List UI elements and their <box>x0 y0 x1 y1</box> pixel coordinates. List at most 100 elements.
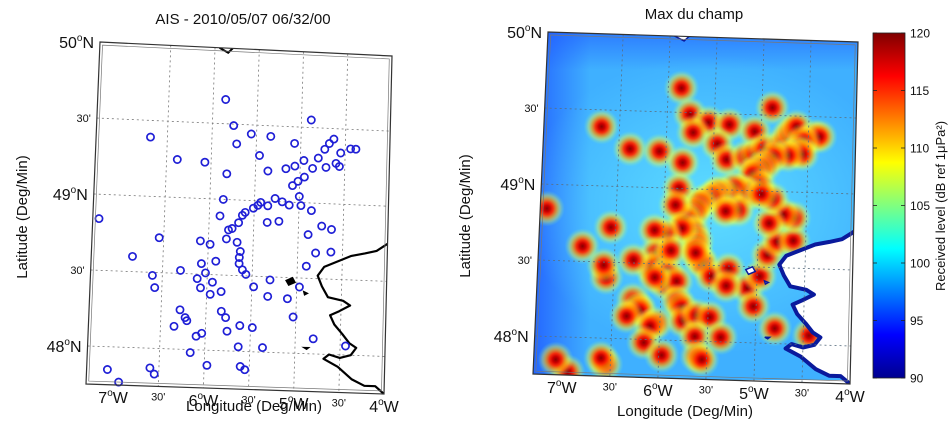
colorbar-ticks: 90 95 100 105 110 115 120 <box>873 27 930 386</box>
ship-point <box>234 218 244 228</box>
frame-outer <box>532 31 859 385</box>
noise-spot <box>583 108 620 145</box>
ship-point <box>191 331 201 341</box>
ship-point <box>182 316 192 326</box>
y-tick-label: 48oN <box>47 337 82 356</box>
ship-point <box>336 148 346 158</box>
ship-point <box>258 343 267 353</box>
ship-point <box>146 132 155 142</box>
ship-point <box>248 203 258 213</box>
y-tick-label: 49oN <box>53 185 88 204</box>
tick-degrees: 5 <box>279 396 288 413</box>
y-tick-label: 48oN <box>494 327 529 346</box>
ship-point <box>234 253 244 262</box>
colorbar-tick-label: 115 <box>910 84 929 98</box>
ship-point <box>277 197 287 207</box>
ship-point <box>308 163 318 173</box>
ship-point <box>299 156 309 165</box>
x-tick-label: 5oW <box>739 384 769 403</box>
ship-point <box>282 294 292 304</box>
grid-line-vertical <box>248 49 260 390</box>
ship-point <box>232 139 242 149</box>
tick-degrees: 48 <box>494 329 512 346</box>
tick-degree-symbol: o <box>518 175 524 186</box>
tick-degrees: 50 <box>507 25 525 42</box>
grid-line-vertical <box>609 34 624 377</box>
tick-hemisphere: W <box>561 380 577 397</box>
ship-point <box>262 217 272 227</box>
ship-point <box>169 321 179 331</box>
ship-point <box>351 144 361 154</box>
ship-point <box>211 256 221 266</box>
ship-point <box>341 341 350 351</box>
land-island-sein <box>764 336 772 340</box>
ship-point <box>154 233 164 243</box>
ship-point <box>205 289 215 299</box>
ship-point <box>201 268 210 278</box>
land-uk <box>674 32 691 42</box>
scatter-title: AIS - 2010/05/07 06/32/00 <box>155 11 330 28</box>
scatter-x-ticks: 7oW 30' 6oW 30' 5oW 30' 4oW <box>98 388 399 416</box>
noise-spot <box>708 267 745 304</box>
x-tick-label: 7oW <box>547 378 577 397</box>
tick-degrees: 6 <box>189 393 198 410</box>
ship-point <box>263 291 273 301</box>
noise-spot <box>756 310 793 347</box>
ship-point <box>247 323 257 333</box>
x-tick-label: 6oW <box>189 391 219 410</box>
ship-point <box>293 176 303 186</box>
ship-point <box>296 201 306 211</box>
ship-point <box>176 265 185 275</box>
ship-point <box>195 236 205 246</box>
y-tick-label: 49oN <box>500 175 535 194</box>
ship-point <box>235 321 245 331</box>
ship-point <box>196 259 206 269</box>
ship-point <box>241 269 251 279</box>
grid-line-horizontal <box>93 193 389 207</box>
ship-point <box>215 211 225 221</box>
ship-point <box>222 169 232 179</box>
tick-degrees: 4 <box>835 389 844 406</box>
grid-line-horizontal <box>544 107 857 119</box>
ship-point <box>288 312 298 322</box>
land-brittany <box>777 222 858 384</box>
tick-degree-symbol: o <box>71 185 77 196</box>
tick-hemisphere: W <box>384 399 400 416</box>
ship-point <box>222 326 232 336</box>
tick-degrees: 7 <box>98 390 107 407</box>
scatter-points <box>94 95 361 387</box>
ship-point <box>306 206 316 216</box>
noise-spot <box>707 193 744 230</box>
ship-point <box>240 365 250 375</box>
tick-hemisphere: N <box>517 329 529 346</box>
ship-point <box>224 225 233 235</box>
ship-point <box>229 121 239 131</box>
colorbar-tick-label: 105 <box>910 199 930 213</box>
ship-point <box>288 181 297 191</box>
land-island-ushant <box>744 265 757 276</box>
colorbar-tick-label: 110 <box>910 142 929 156</box>
tick-degree-symbol: o <box>64 337 70 348</box>
ship-point <box>265 275 275 285</box>
noise-spot <box>592 209 629 246</box>
heatmap-y-axis-label: Latitude (Deg/Min) <box>457 154 474 277</box>
ship-point <box>263 166 273 176</box>
grid-line-vertical <box>202 47 216 388</box>
heatmap-x-ticks: 7oW 30' 6oW 30' 5oW 30' 4oW <box>547 378 866 406</box>
noise-spot <box>643 337 680 374</box>
frame-outer <box>85 41 393 395</box>
ship-point <box>246 129 256 139</box>
tick-degree-symbol: o <box>288 394 294 405</box>
tick-degrees: 6 <box>643 383 652 400</box>
grid-line-vertical <box>657 35 671 378</box>
grid-line-vertical <box>293 51 304 391</box>
ship-point <box>329 134 339 144</box>
tick-degrees: 49 <box>53 187 71 204</box>
ship-point <box>150 283 160 293</box>
y-tick-label: 50oN <box>59 33 94 52</box>
ship-point <box>308 334 318 344</box>
tick-degrees: 50 <box>59 35 77 52</box>
y-tick-label: 30' <box>518 255 532 267</box>
grid-line-vertical <box>705 37 718 380</box>
